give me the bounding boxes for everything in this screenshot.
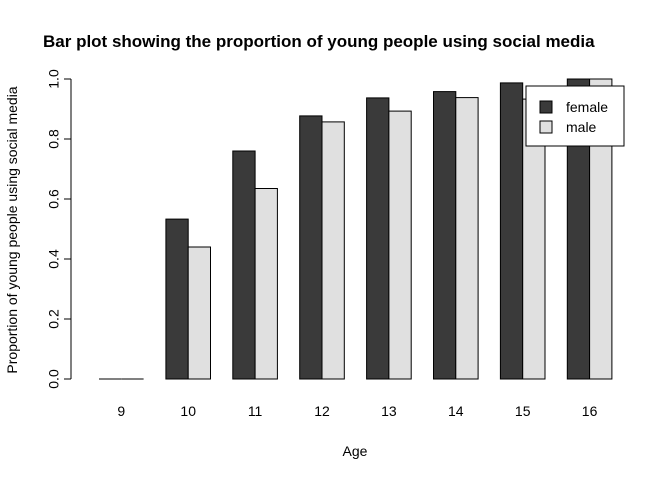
bar-female-12 (299, 115, 323, 380)
x-tick-label: 15 (515, 403, 531, 419)
chart-title: Bar plot showing the proportion of young… (43, 32, 595, 51)
y-tick-label: 0.2 (46, 309, 62, 329)
y-tick-label: 1.0 (46, 69, 62, 89)
y-tick-label: 0.6 (46, 189, 62, 209)
x-tick-label: 11 (248, 403, 263, 419)
x-tick-labels: 9 10 11 12 13 14 15 16 (117, 403, 597, 419)
legend-swatch-male (539, 120, 553, 134)
x-tick-label: 9 (117, 403, 125, 419)
y-axis-label: Proportion of young people using social … (4, 86, 20, 373)
bar-male-13 (388, 110, 412, 380)
bar-male-12 (321, 121, 345, 380)
bar-female-13 (366, 97, 390, 380)
bar-male-14 (455, 97, 479, 380)
x-axis-label: Age (343, 443, 368, 459)
bar-female-15 (499, 82, 524, 380)
x-tick-label: 13 (381, 403, 397, 419)
bar-female-14 (433, 91, 457, 380)
y-tick-label: 0.8 (46, 129, 62, 149)
bar-female-11 (232, 150, 256, 380)
y-axis: 0.0 0.2 0.4 0.6 0.8 1.0 (46, 69, 72, 389)
bar-male-10 (187, 246, 211, 380)
legend: female male (525, 85, 625, 147)
x-tick-label: 10 (180, 403, 196, 419)
bar-male-11 (254, 188, 278, 380)
legend-label-male: male (566, 119, 597, 135)
bars (99, 78, 613, 380)
x-tick-label: 14 (448, 403, 464, 419)
legend-label-female: female (566, 99, 608, 115)
legend-swatch-female (539, 100, 553, 114)
legend-box (525, 85, 625, 147)
bar-male-16 (589, 78, 613, 380)
y-tick-label: 0.0 (46, 369, 62, 389)
x-tick-label: 16 (582, 403, 598, 419)
bar-female-10 (165, 218, 189, 380)
x-tick-label: 12 (314, 403, 330, 419)
y-tick-label: 0.4 (46, 249, 62, 269)
